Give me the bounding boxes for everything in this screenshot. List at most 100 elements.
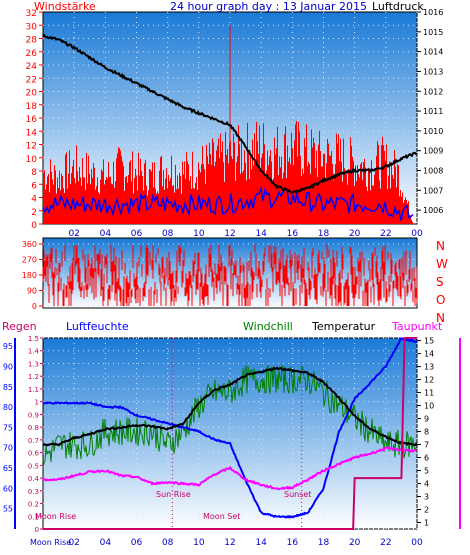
humidity-tick-label: 55 <box>3 505 13 514</box>
humidity-tick-label: 75 <box>3 423 13 432</box>
x-tick-label: 12 <box>224 538 235 548</box>
left-tick-label: 28 <box>26 36 38 46</box>
right-tick-label: 1016 <box>423 8 443 17</box>
temp-tick-label: 9 <box>424 415 429 424</box>
x-tick-label: 16 <box>287 229 299 239</box>
windstarke-label: Windstärke <box>34 0 96 13</box>
x-tick-label: 14 <box>255 229 267 239</box>
compass-label: N <box>436 239 445 253</box>
right-tick-label: 1014 <box>423 48 443 57</box>
right-tick-label: 1006 <box>423 206 443 215</box>
humidity-tick-label: 90 <box>3 362 13 371</box>
right-tick-label: 1009 <box>423 147 443 156</box>
humidity-tick-label: 85 <box>3 383 13 392</box>
x-tick-label: 02 <box>68 229 79 239</box>
temp-tick-label: 11 <box>424 389 434 398</box>
x-tick-label: 14 <box>255 538 267 548</box>
moon-set-label: Moon Set <box>203 512 240 521</box>
left-tick-label: 14 <box>26 128 38 138</box>
x-tick-label: 08 <box>162 538 174 548</box>
rain-tick-label: 0.9 <box>28 411 39 419</box>
compass-label: N <box>436 311 445 325</box>
x-tick-label: 10 <box>193 538 205 548</box>
rain-tick-label: 0.2 <box>28 501 39 509</box>
right-tick-label: 1012 <box>423 87 443 96</box>
humidity-line <box>42 337 418 519</box>
regen-label: Regen <box>2 320 37 333</box>
rain-line <box>43 337 417 530</box>
x-tick-label: 06 <box>131 229 143 239</box>
right-tick-label: 1015 <box>423 28 443 37</box>
rain-tick-label: 1.5 <box>28 335 39 343</box>
temp-tick-label: 10 <box>424 402 434 411</box>
temperature-humidity-plot: 0 0.1 0.2 0.3 0.4 0.5 0.6 0.7 0.8 0.9 1 1.1 1.2 1.3 1.… <box>3 335 461 548</box>
x-tick-label: 04 <box>100 538 112 548</box>
right-tick-label: 1007 <box>423 186 443 195</box>
windchill-label: Windchill <box>243 320 293 333</box>
temperature-line <box>42 366 418 447</box>
left-tick-label: 270 <box>22 256 37 265</box>
x-tick-label: 12 <box>224 229 235 239</box>
left-tick-label: 4 <box>31 195 37 205</box>
x-tick-label: 00 <box>411 229 423 239</box>
left-tick-label: 16 <box>26 115 38 125</box>
left-tick-label: 12 <box>26 142 37 152</box>
sun-rise-label: Sun Rise <box>156 490 191 499</box>
left-tick-label: 18 <box>26 102 38 112</box>
left-tick-label: 20 <box>26 89 38 99</box>
left-tick-label: 30 <box>26 22 38 32</box>
luftfeuchte-label: Luftfeuchte <box>66 320 129 333</box>
left-tick-label: 24 <box>26 62 38 72</box>
left-tick-label: 22 <box>26 75 37 85</box>
temp-tick-label: 8 <box>424 428 429 437</box>
temp-tick-label: 1 <box>424 519 429 528</box>
chart-title: 24 hour graph day : 13 Januar 2015 <box>170 0 367 13</box>
compass-label: S <box>436 275 444 289</box>
x-tick-label: 00 <box>411 538 423 548</box>
humidity-tick-label: 70 <box>3 444 13 453</box>
left-tick-label: 10 <box>26 155 38 165</box>
rain-tick-label: 0.7 <box>28 437 39 445</box>
x-tick-label: 16 <box>287 538 299 548</box>
dewpoint-line <box>42 446 418 491</box>
luftdruck-label: Luftdruck <box>372 0 424 13</box>
x-tick-label: 02 <box>68 538 79 548</box>
right-tick-label: 1011 <box>423 107 443 116</box>
right-tick-label: 1008 <box>423 167 443 176</box>
right-tick-label: 1013 <box>423 67 443 76</box>
rain-tick-label: 0 <box>35 526 39 534</box>
rain-tick-label: 1.2 <box>28 373 39 381</box>
humidity-tick-label: 60 <box>3 484 13 493</box>
right-tick-label: 1010 <box>423 127 443 136</box>
x-tick-label: 04 <box>100 229 112 239</box>
x-tick-label: 10 <box>193 229 205 239</box>
x-tick-label: 06 <box>131 538 143 548</box>
temperatur-label: Temperatur <box>311 320 376 333</box>
rain-tick-label: 1.3 <box>28 360 39 368</box>
humidity-tick-label: 95 <box>3 342 13 351</box>
x-tick-label: 20 <box>349 538 361 548</box>
temp-tick-label: 7 <box>424 441 429 450</box>
gust-line <box>42 185 414 221</box>
left-tick-label: 6 <box>31 181 37 191</box>
moon-rise-bottom-label: Moon Rise <box>30 538 71 547</box>
temp-tick-label: 4 <box>424 480 429 489</box>
moon-rise-label: Moon Rise <box>35 512 76 521</box>
compass-label: O <box>436 293 445 307</box>
left-tick-label: 0 <box>32 302 37 311</box>
wind-direction-marks <box>42 244 418 306</box>
temp-tick-label: 14 <box>424 350 434 359</box>
temp-tick-label: 15 <box>424 337 434 346</box>
temp-tick-label: 3 <box>424 493 429 502</box>
temp-tick-label: 6 <box>424 454 429 463</box>
rain-tick-label: 1.4 <box>28 348 40 356</box>
temp-tick-label: 2 <box>424 506 429 515</box>
x-tick-label: 08 <box>162 229 174 239</box>
sunset-label: Sunset <box>284 490 311 499</box>
x-tick-label: 22 <box>380 229 391 239</box>
humidity-tick-label: 80 <box>3 403 13 412</box>
rain-tick-label: 1.1 <box>28 386 39 394</box>
